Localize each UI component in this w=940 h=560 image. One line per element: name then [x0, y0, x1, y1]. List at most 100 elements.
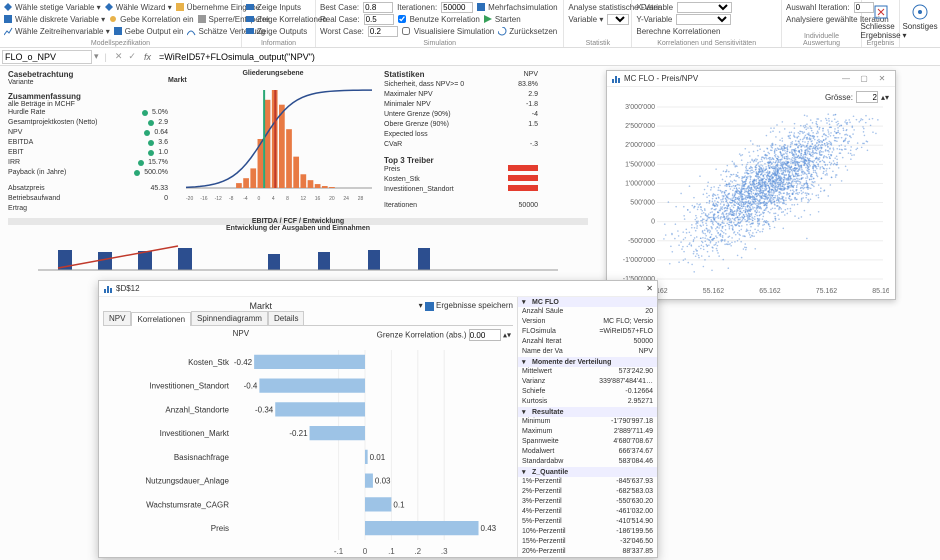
rb-diskrete[interactable]: Wähle diskrete Variable ▾: [4, 15, 105, 24]
rb-worst[interactable]: [368, 26, 398, 37]
rb-zeitreihe[interactable]: Wähle Zeitreihenvariable ▾: [4, 27, 110, 36]
rb-zeige-out[interactable]: Zeige Outputs: [246, 27, 307, 36]
svg-text:-500'000: -500'000: [628, 238, 655, 245]
dlg-save[interactable]: Ergebnisse speichern: [425, 301, 513, 310]
rb-ergeb-lbl: Ergebnis: [866, 40, 895, 47]
treiber-row: Investitionen_Standort: [384, 185, 538, 195]
rb-zeige-korrel[interactable]: Zeige Korrelationen: [246, 15, 327, 24]
dropdown-icon[interactable]: ▾: [94, 51, 99, 62]
top3: Top 3 Treiber: [384, 156, 538, 165]
cancel-icon[interactable]: ✕: [113, 51, 125, 62]
dlg-close-icon[interactable]: ✕: [646, 284, 653, 293]
svg-text:-8: -8: [229, 196, 234, 202]
rb-chk-korr[interactable]: [398, 15, 406, 23]
zf2: alle Beträge in MCHF: [8, 101, 168, 108]
svg-text:65.162: 65.162: [759, 288, 781, 295]
zf-row: Hurdle Rate5.0%: [8, 108, 168, 118]
svg-text:Preis: Preis: [211, 524, 229, 533]
formula-input[interactable]: [157, 50, 938, 64]
zf-row: Payback (in Jahre)500.0%: [8, 168, 168, 178]
close-icon[interactable]: ✕: [873, 74, 891, 83]
rb-chk-korr-lbl: Benutze Korrelation: [410, 15, 480, 24]
dlg-side-panel: ▾MC FLOAnzahl Säule20VersionMC FLO; Vers…: [517, 297, 657, 557]
tab-korrelationen[interactable]: Korrelationen: [131, 312, 191, 326]
tab-spinnendiagramm[interactable]: Spinnendiagramm: [191, 311, 268, 325]
svg-text:2'000'000: 2'000'000: [625, 142, 655, 149]
grenze-input[interactable]: [469, 329, 501, 341]
name-box[interactable]: [2, 50, 92, 64]
scatter-window[interactable]: MC FLO - Preis/NPV — ▢ ✕ Grösse:▴▾ 3'000…: [606, 70, 896, 300]
svg-text:.1: .1: [388, 547, 395, 556]
svg-text:1'000'000: 1'000'000: [625, 180, 655, 187]
side-row: Kurtosis2.95271: [518, 397, 657, 407]
scatter-titlebar[interactable]: MC FLO - Preis/NPV — ▢ ✕: [607, 71, 895, 87]
rb-real[interactable]: [364, 14, 394, 25]
side-row: Anzahl Säule20: [518, 307, 657, 317]
rb-chk-vis-lbl: Visualisiere Simulation: [414, 27, 494, 36]
fx-icon[interactable]: fx: [140, 52, 155, 62]
svg-text:1'500'000: 1'500'000: [625, 161, 655, 168]
side-row: Spannweite4'680'708.67: [518, 437, 657, 447]
dlg-titlebar[interactable]: $D$12 ✕: [99, 281, 657, 297]
min-icon[interactable]: —: [837, 74, 855, 83]
rb-xvar-sel[interactable]: [677, 2, 732, 13]
svg-text:Investitionen_Markt: Investitionen_Markt: [160, 429, 230, 438]
tab-details[interactable]: Details: [268, 311, 304, 325]
side-header: ▾Resultate: [518, 407, 657, 417]
svg-text:Nutzungsdauer_Anlage: Nutzungsdauer_Anlage: [145, 477, 229, 486]
side-row: FLOsimula=WiReID57+FLO: [518, 327, 657, 337]
svg-text:-0.4: -0.4: [244, 382, 258, 391]
side-row: Modalwert666'374.67: [518, 447, 657, 457]
grenze-stepper[interactable]: ▴▾: [503, 331, 511, 340]
rb-close-results[interactable]: Schliesse Ergebnisse: [866, 1, 895, 40]
correlation-chart: -.10.1.2.3Kosten_Stk-0.42Investitionen_S…: [103, 344, 507, 558]
rb-chk-vis[interactable]: [402, 27, 410, 35]
rb-reset[interactable]: Zurücksetzen: [498, 27, 557, 36]
rb-ber-korr[interactable]: Berechne Korrelationen: [636, 27, 720, 36]
accept-icon[interactable]: ✓: [126, 51, 138, 62]
correlation-dialog[interactable]: $D$12 ✕ Markt ▾ Ergebnisse speichern NPV…: [98, 280, 658, 558]
rb-zeige-inputs[interactable]: Zeige Inputs: [246, 3, 301, 12]
tab-npv[interactable]: NPV: [103, 311, 131, 325]
rb-start[interactable]: Starten: [484, 15, 521, 24]
rb-indiv-lbl: Auswahl Iteration:: [786, 3, 850, 12]
grosse-input[interactable]: [856, 91, 878, 103]
svg-text:8: 8: [286, 196, 289, 202]
rb-multi[interactable]: Mehrfachsimulation: [477, 3, 557, 12]
case-title: Casebetrachtung: [8, 70, 168, 79]
rb-korrelation[interactable]: Gebe Korrelation ein: [109, 15, 193, 24]
svg-text:-0.42: -0.42: [234, 358, 253, 367]
formula-bar: ▾ | ✕ ✓ fx: [0, 48, 940, 66]
rb-iter-label: Iterationen:: [397, 3, 437, 12]
rb-iter[interactable]: [441, 2, 473, 13]
iter-val: 50000: [519, 201, 538, 211]
svg-text:4: 4: [272, 196, 275, 202]
rb-stat-b[interactable]: Variable ▾: [568, 15, 603, 24]
stat-row: Minimaler NPV-1.8: [384, 100, 538, 110]
svg-text:0: 0: [363, 547, 368, 556]
treiber-row: Kosten_Stk: [384, 175, 538, 185]
side-row: 5%-Perzentil-410'514.90: [518, 517, 657, 527]
stepper-icon[interactable]: ▴▾: [881, 93, 889, 102]
rb-output[interactable]: Gebe Output ein: [114, 27, 184, 36]
rb-sonstiges[interactable]: Sonstiges ▾: [904, 1, 936, 40]
rb-worst-label: Worst Case:: [320, 27, 364, 36]
svg-text:2'500'000: 2'500'000: [625, 123, 655, 130]
svg-text:28: 28: [358, 196, 364, 202]
betrieb-lbl: Betriebsaufwand: [8, 194, 60, 204]
rb-wizard[interactable]: Wähle Wizard ▾: [105, 3, 172, 12]
rb-stetige[interactable]: Wähle stetige Variable ▾: [4, 3, 101, 12]
side-row: Mittelwert573'242.90: [518, 367, 657, 377]
zf: Zusammenfassung: [8, 92, 168, 101]
side-row: 20%-Perzentil88'337.85: [518, 547, 657, 557]
svg-text:-16: -16: [200, 196, 207, 202]
side-header: ▾MC FLO: [518, 297, 657, 307]
stat-title: Statistiken: [384, 70, 424, 80]
rb-best[interactable]: [363, 2, 393, 13]
side-header: ▾Momente der Verteilung: [518, 357, 657, 367]
rb-yvar-sel[interactable]: [676, 14, 731, 25]
max-icon[interactable]: ▢: [855, 74, 873, 83]
svg-text:12: 12: [300, 196, 306, 202]
rb-stat-select[interactable]: [607, 14, 629, 25]
svg-text:Investitionen_Standort: Investitionen_Standort: [149, 382, 229, 391]
